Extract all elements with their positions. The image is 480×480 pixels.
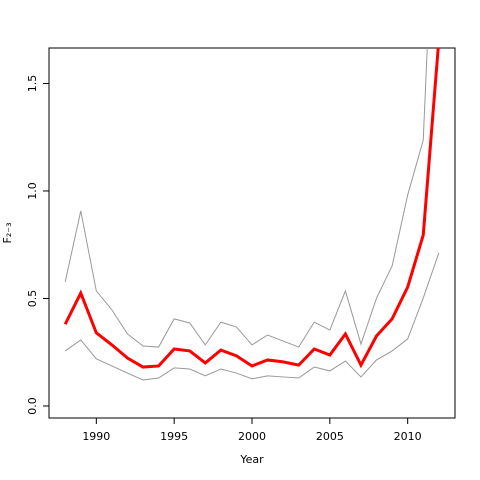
y-tick-label: 0.0 xyxy=(26,397,39,415)
y-tick-label: 1.5 xyxy=(26,75,39,93)
y-axis-label: F₂₋₃ xyxy=(1,223,14,244)
x-tick-label: 2005 xyxy=(316,430,344,443)
y-tick-label: 1.0 xyxy=(26,182,39,200)
x-tick-label: 2000 xyxy=(238,430,266,443)
series-line xyxy=(64,48,428,348)
series-line xyxy=(64,252,440,381)
x-axis-label: Year xyxy=(239,453,264,466)
y-tick-label: 0.5 xyxy=(26,290,39,308)
plot-frame xyxy=(48,47,456,419)
x-tick-label: 1990 xyxy=(82,430,110,443)
x-tick-label: 1995 xyxy=(160,430,188,443)
plot-area xyxy=(63,48,440,381)
x-tick-label: 2010 xyxy=(394,430,422,443)
series-line xyxy=(63,48,440,369)
